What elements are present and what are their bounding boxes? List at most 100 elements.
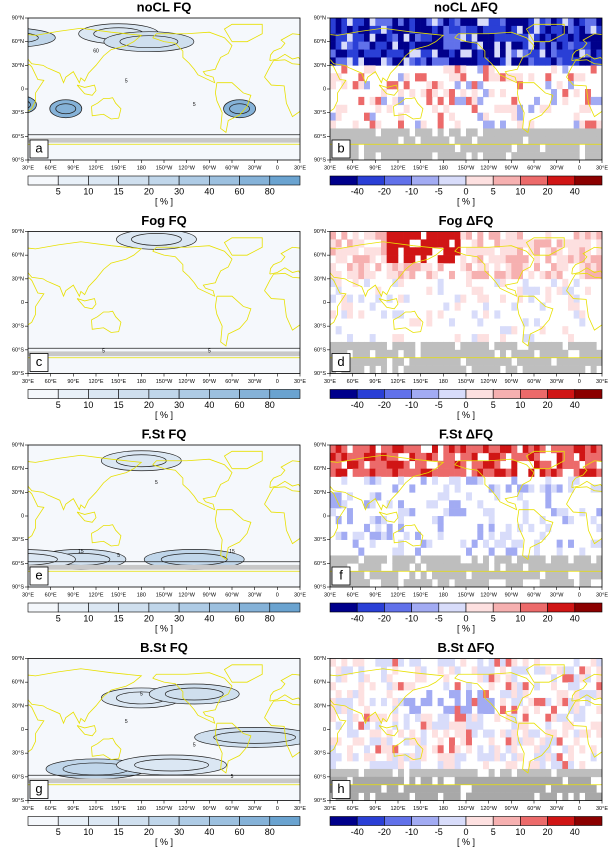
cell: [454, 753, 461, 762]
coastline: [76, 84, 97, 96]
cell: [545, 776, 552, 786]
lon-tick-label: 150°E: [413, 165, 428, 171]
cell: [449, 25, 455, 35]
cell: [341, 65, 348, 74]
cell: [415, 57, 421, 66]
cell: [437, 658, 444, 667]
lon-tick-label: 150°W: [156, 165, 173, 171]
cell: [358, 128, 365, 137]
contour: [28, 28, 56, 47]
cell: [347, 508, 353, 517]
colorbar-label: 10: [83, 400, 93, 410]
lon-tick-label: 30°E: [324, 592, 336, 598]
cell: [432, 104, 438, 113]
cell: [432, 792, 438, 801]
cell: [471, 579, 478, 587]
cell: [352, 658, 359, 667]
cell: [364, 563, 370, 572]
cell: [358, 721, 365, 730]
cell: [449, 270, 455, 280]
colorbar-unit: [ % ]: [457, 196, 475, 206]
cell: [392, 705, 399, 715]
cell: [443, 508, 450, 517]
cell: [579, 452, 586, 462]
cell: [494, 555, 501, 564]
cell: [460, 341, 467, 351]
cell: [426, 33, 433, 42]
cell: [556, 666, 563, 675]
cell: [375, 25, 382, 35]
cell: [386, 690, 393, 699]
cell: [500, 57, 506, 66]
cell: [483, 18, 489, 27]
contour-label: 5: [208, 349, 211, 355]
cell: [551, 753, 557, 762]
colorbar-label: 40: [204, 613, 214, 623]
cell: [488, 571, 495, 580]
cell: [466, 768, 472, 778]
coastline: [264, 272, 300, 331]
cell: [477, 579, 484, 587]
cell: [369, 18, 376, 27]
cell: [596, 571, 602, 580]
cell: [471, 144, 478, 153]
cell: [347, 753, 353, 762]
cell: [522, 144, 529, 153]
cell: [545, 666, 552, 675]
colorbar-box: [209, 175, 240, 186]
cell: [471, 776, 478, 786]
cell: [500, 776, 506, 786]
cell: [403, 713, 410, 722]
lat-tick-label: 90°S: [314, 371, 326, 377]
cell: [386, 349, 393, 359]
cell: [432, 231, 438, 240]
cell: [596, 57, 602, 66]
cell: [420, 776, 427, 786]
cell: [381, 349, 387, 359]
cell: [375, 460, 382, 469]
cell: [358, 357, 365, 366]
cell: [420, 73, 427, 82]
cell: [330, 33, 336, 42]
cell: [364, 136, 370, 145]
colorbar-box: [356, 602, 385, 613]
cell: [420, 729, 427, 738]
colorbar-label: 5: [491, 186, 496, 196]
cell: [460, 49, 467, 58]
cell: [534, 263, 540, 272]
cell: [545, 128, 552, 137]
cell: [369, 144, 376, 153]
colorbar-box: [465, 389, 494, 399]
cell: [335, 255, 342, 264]
cell: [539, 41, 546, 50]
cell: [579, 341, 586, 351]
cell: [494, 674, 501, 683]
coastline: [516, 509, 554, 561]
cell: [483, 152, 489, 160]
cell: [466, 713, 472, 722]
cell: [562, 136, 569, 145]
lon-tick-label: 90°E: [67, 592, 79, 598]
cell: [369, 729, 376, 738]
cell: [590, 18, 597, 27]
cell: [562, 33, 569, 42]
colorbar-label: 30: [174, 400, 184, 410]
cell: [420, 357, 427, 366]
cell: [466, 18, 472, 27]
cell: [585, 666, 591, 675]
colorbar-box: [411, 602, 440, 613]
cell: [500, 49, 506, 58]
lon-tick-label: 30°E: [294, 806, 306, 812]
cell: [568, 334, 574, 343]
cell: [562, 152, 569, 160]
lon-tick-label: 120°E: [390, 379, 405, 385]
cell: [522, 768, 529, 778]
cell: [369, 768, 376, 778]
cell: [517, 737, 523, 746]
cell: [437, 492, 444, 501]
cell: [511, 104, 518, 113]
colorbar-box: [574, 816, 603, 826]
lat-tick-label: 60°N: [314, 253, 326, 259]
cell: [449, 768, 455, 778]
cell: [477, 65, 484, 74]
